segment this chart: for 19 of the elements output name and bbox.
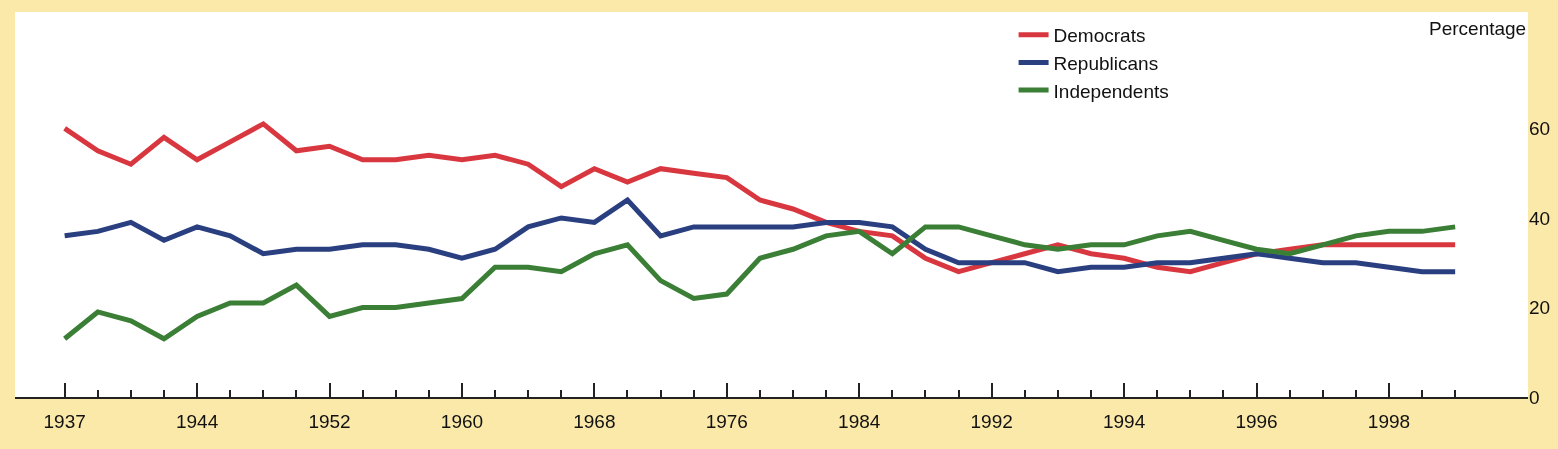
- x-tick-label: 1968: [573, 410, 616, 432]
- y-tick-label: 0: [1529, 386, 1540, 408]
- x-tick-label: 1960: [440, 410, 484, 432]
- y-tick-label: 60: [1529, 118, 1551, 140]
- legend-label: Independents: [1053, 80, 1169, 102]
- legend-label: Democrats: [1053, 25, 1146, 47]
- x-tick-label: 1976: [705, 410, 748, 432]
- x-tick-label: 1944: [175, 410, 219, 432]
- legend-label: Republicans: [1053, 52, 1159, 74]
- x-tick-label: 1937: [43, 410, 86, 432]
- y-tick-label: 40: [1529, 207, 1551, 229]
- x-tick-label: 1984: [838, 410, 881, 432]
- y-axis-title: Percentage: [1429, 18, 1527, 39]
- x-tick-label: 1952: [308, 410, 351, 432]
- x-tick-label: 1992: [970, 410, 1013, 432]
- x-tick-label: 1996: [1235, 410, 1278, 432]
- y-tick-label: 20: [1529, 297, 1551, 319]
- x-tick-label: 1994: [1102, 410, 1146, 432]
- x-tick-label: 1998: [1367, 410, 1411, 432]
